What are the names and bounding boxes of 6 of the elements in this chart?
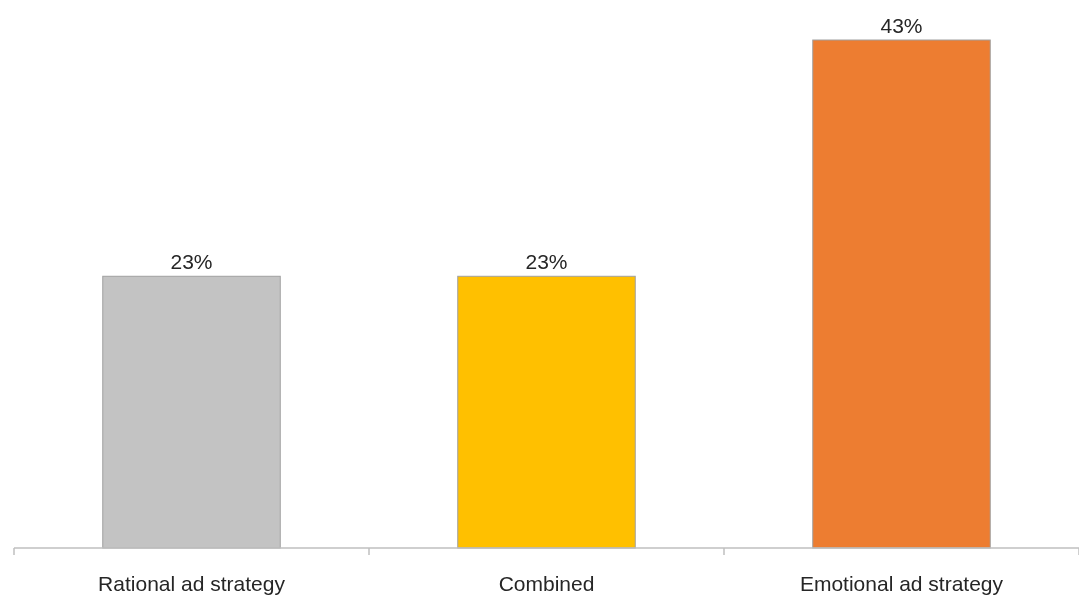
- data-label: 23%: [170, 250, 213, 274]
- x-tick-label: Rational ad strategy: [98, 572, 286, 595]
- data-label: 43%: [880, 14, 923, 37]
- data-label: 23%: [525, 250, 568, 274]
- x-tick-label: Emotional ad strategy: [799, 572, 1004, 595]
- x-tick-label: Combined: [498, 572, 595, 595]
